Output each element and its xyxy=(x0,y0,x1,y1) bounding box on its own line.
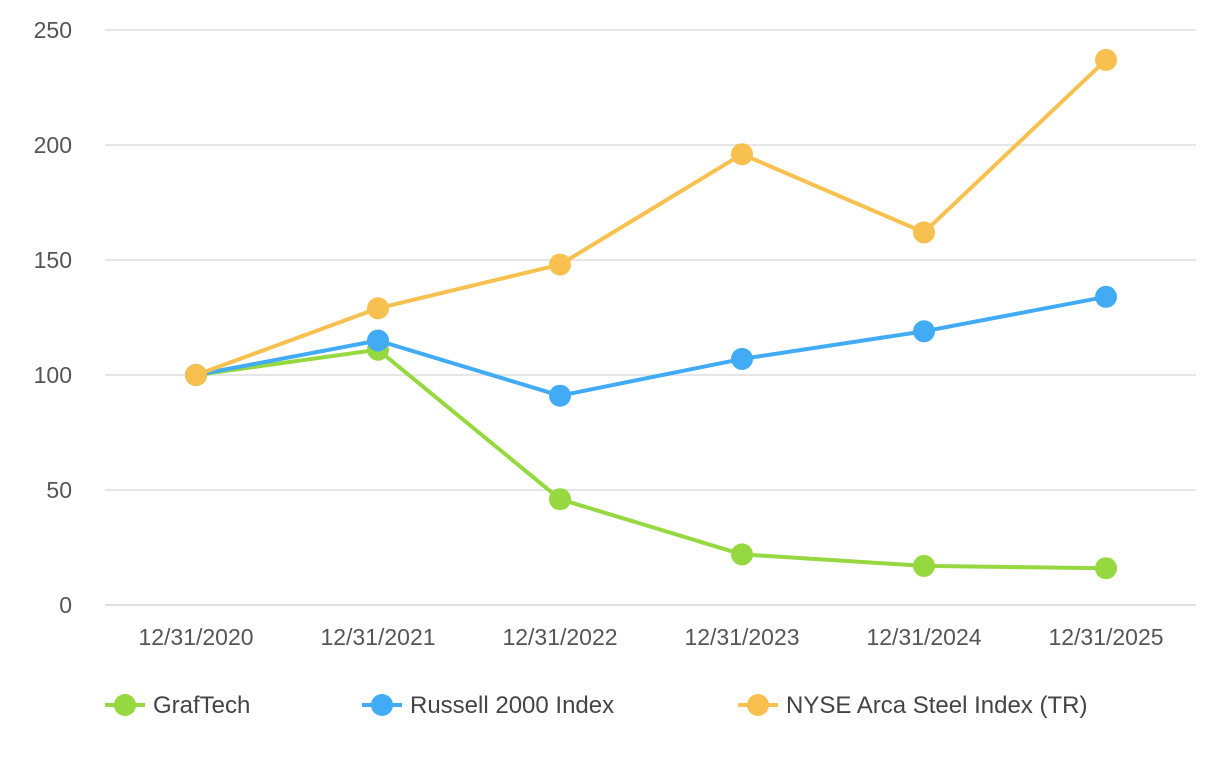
legend-label: GrafTech xyxy=(153,692,250,719)
data-point[interactable] xyxy=(549,488,571,511)
data-point[interactable] xyxy=(731,347,753,370)
legend-label: NYSE Arca Steel Index (TR) xyxy=(786,692,1087,719)
y-tick-label: 0 xyxy=(59,592,72,618)
x-tick-label: 12/31/2025 xyxy=(1048,624,1163,650)
y-tick-label: 250 xyxy=(34,17,72,43)
y-tick-label: 50 xyxy=(46,477,72,503)
legend-marker xyxy=(371,694,393,716)
data-point[interactable] xyxy=(367,329,389,352)
data-point[interactable] xyxy=(1095,285,1117,308)
series-line xyxy=(195,58,1108,377)
series-line xyxy=(195,347,1107,571)
series-line xyxy=(195,294,1107,398)
legend[interactable]: GrafTech Russell 2000 Index NYSE Arca Stee… xyxy=(105,692,1087,719)
legend-marker xyxy=(747,694,769,716)
series-2 xyxy=(185,48,1117,386)
y-tick-label: 100 xyxy=(34,362,72,388)
data-point[interactable] xyxy=(549,384,571,407)
x-tick-label: 12/31/2024 xyxy=(866,624,981,650)
data-point[interactable] xyxy=(549,253,571,276)
data-point[interactable] xyxy=(185,364,207,386)
x-axis-ticks: 12/31/2020 12/31/2021 12/31/2022 12/31/2023… xyxy=(138,624,1163,650)
legend-label: Russell 2000 Index xyxy=(410,692,614,719)
y-axis-ticks: 0 50 100 150 200 250 xyxy=(34,17,72,618)
x-tick-label: 12/31/2020 xyxy=(138,624,253,650)
legend-marker xyxy=(114,694,136,716)
legend-item[interactable]: GrafTech xyxy=(105,692,250,719)
legend-item[interactable]: Russell 2000 Index xyxy=(362,692,614,719)
x-tick-label: 12/31/2021 xyxy=(320,624,435,650)
data-point[interactable] xyxy=(1095,48,1117,71)
data-point[interactable] xyxy=(367,297,389,320)
data-point[interactable] xyxy=(913,320,935,343)
data-point[interactable] xyxy=(913,554,935,577)
grid xyxy=(105,29,1196,606)
data-point[interactable] xyxy=(1095,557,1117,580)
data-point[interactable] xyxy=(731,143,753,166)
x-tick-label: 12/31/2023 xyxy=(684,624,799,650)
y-tick-label: 150 xyxy=(34,247,72,273)
y-tick-label: 200 xyxy=(34,132,72,158)
series-group xyxy=(185,48,1117,580)
data-point[interactable] xyxy=(913,221,935,244)
legend-item[interactable]: NYSE Arca Steel Index (TR) xyxy=(738,692,1087,719)
x-tick-label: 12/31/2022 xyxy=(502,624,617,650)
series-0 xyxy=(185,338,1117,580)
data-point[interactable] xyxy=(731,543,753,566)
series-1 xyxy=(185,285,1117,407)
